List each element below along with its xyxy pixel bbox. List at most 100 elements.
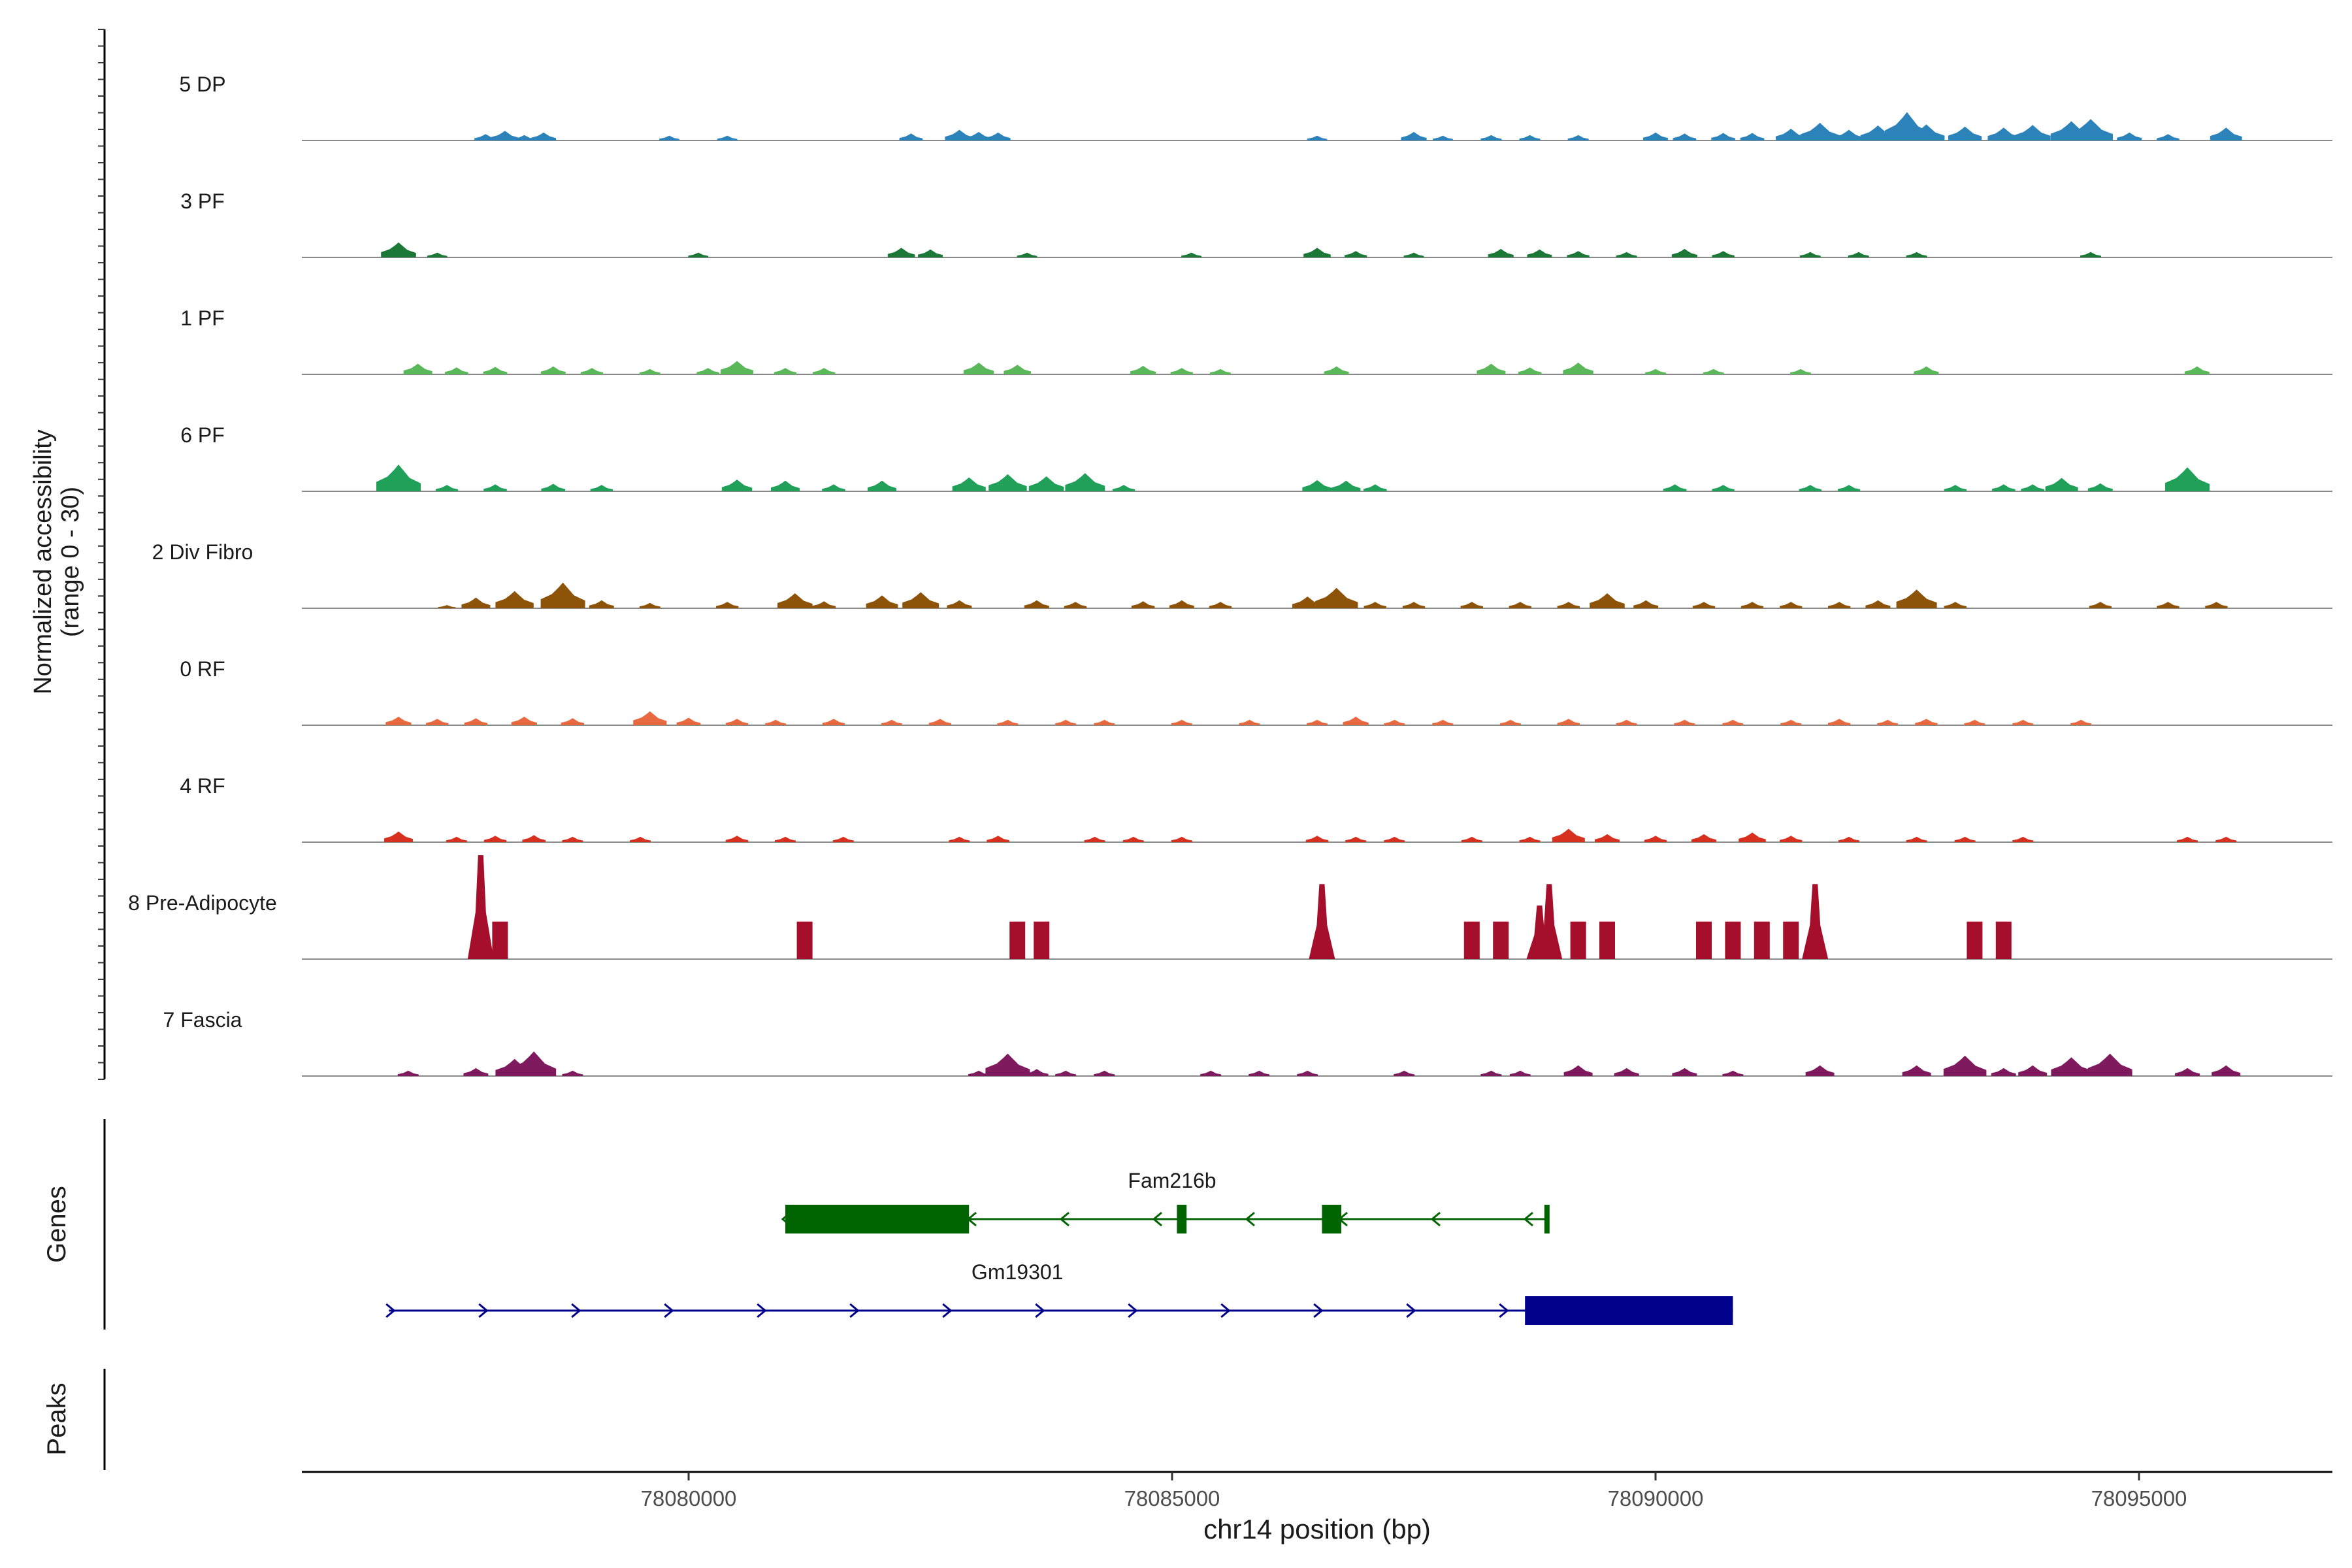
coverage-peak	[580, 368, 604, 374]
x-tick-label: 78095000	[2091, 1486, 2187, 1511]
coverage-peak	[1992, 484, 2016, 491]
coverage-peak	[1307, 719, 1328, 725]
coverage-peak	[1696, 921, 1712, 959]
coverage-peak	[541, 483, 566, 491]
coverage-peak	[1552, 828, 1585, 842]
axes-layer: Normalized accessibility (range 0 - 30) …	[29, 29, 2332, 1544]
strand-arrow	[1406, 1303, 1416, 1318]
coverage-peak	[1432, 719, 1454, 725]
coverage-peak	[1112, 485, 1135, 491]
coverage-peak	[1616, 719, 1637, 725]
track-label: 0 RF	[180, 657, 225, 681]
track-7-fascia: 7 Fascia	[163, 1008, 2332, 1077]
coverage-peak	[381, 242, 416, 257]
coverage-peak	[1401, 131, 1427, 140]
gene-exon	[1525, 1296, 1733, 1325]
gene-label: Gm19301	[972, 1260, 1064, 1284]
coverage-peak	[427, 252, 448, 257]
coverage-peak	[2012, 836, 2034, 842]
coverage-peak	[514, 135, 535, 140]
coverage-peak	[721, 361, 753, 374]
coverage-peak	[1055, 1070, 1077, 1076]
coverage-peak	[1828, 719, 1851, 725]
coverage-peak	[774, 368, 797, 374]
coverage-peak	[822, 719, 845, 725]
coverage-peak	[385, 716, 412, 725]
coverage-peak	[1170, 368, 1193, 374]
coverage-peak	[1025, 1069, 1049, 1076]
coverage-peak	[725, 836, 749, 842]
coverage-peak	[1914, 366, 1939, 374]
coverage-peak	[1130, 365, 1156, 374]
coverage-peak	[483, 367, 508, 374]
coverage-peak	[1169, 600, 1194, 608]
strand-arrow	[1523, 1211, 1533, 1227]
coverage-peak	[1210, 368, 1231, 374]
coverage-peak	[968, 1070, 989, 1076]
coverage-peak	[2045, 478, 2078, 491]
strand-arrow	[849, 1303, 860, 1318]
track-label: 7 Fascia	[163, 1008, 242, 1032]
coverage-peak	[461, 597, 491, 608]
coverage-peak	[1315, 587, 1358, 608]
coverage-peak	[2014, 125, 2051, 140]
coverage-peak	[512, 1051, 557, 1076]
coverage-peak	[2087, 483, 2113, 491]
coverage-peak	[1837, 485, 1861, 491]
coverage-peak	[1493, 921, 1509, 959]
track-3-pf: 3 PF	[180, 189, 2332, 258]
coverage-peak	[2210, 127, 2242, 140]
coverage-peak	[1307, 135, 1328, 140]
coverage-peak	[868, 480, 896, 491]
gene-exon	[1322, 1205, 1341, 1233]
coverage-peak	[899, 133, 923, 140]
coverage-peak	[1739, 832, 1766, 842]
coverage-peak	[491, 131, 519, 140]
coverage-peak	[963, 363, 994, 374]
coverage-peak	[1725, 921, 1741, 959]
genes-panel-label: Genes	[42, 1186, 71, 1263]
coverage-peak	[1590, 593, 1625, 608]
coverage-peak	[1614, 1068, 1639, 1076]
coverage-peak	[426, 719, 449, 725]
strand-arrow	[1152, 1211, 1162, 1227]
strand-arrow	[1059, 1211, 1070, 1227]
coverage-peak	[2087, 1053, 2132, 1076]
track-label: 2 Div Fibro	[152, 540, 253, 564]
coverage-peak	[949, 836, 970, 842]
coverage-peak	[2157, 602, 2180, 608]
coverage-peak	[1671, 248, 1697, 257]
coverage-peak	[1171, 836, 1192, 842]
coverage-peak	[1908, 124, 1945, 140]
coverage-peak	[403, 363, 433, 374]
coverage-peak	[947, 600, 972, 608]
strand-arrow	[1245, 1211, 1255, 1227]
coverage-peak	[1828, 602, 1851, 608]
coverage-peak	[639, 602, 661, 608]
coverage-peak	[463, 1068, 489, 1076]
strand-arrow	[1128, 1303, 1138, 1318]
coverage-peak	[1722, 1070, 1744, 1076]
coverage-peak	[659, 135, 679, 140]
coverage-peak	[397, 1070, 419, 1076]
coverage-peak	[1509, 1070, 1531, 1076]
coverage-peak	[2070, 719, 2092, 725]
coverage-peak	[1297, 1070, 1318, 1076]
coverage-peak	[1518, 367, 1542, 374]
coverage-peak	[988, 474, 1027, 491]
track-label: 4 RF	[180, 774, 225, 798]
y-axis-title-line1: Normalized accessibility	[29, 429, 57, 694]
strand-arrow	[1313, 1303, 1324, 1318]
coverage-peak	[1433, 135, 1453, 140]
coverage-peak	[1500, 719, 1521, 725]
coverage-peak	[540, 366, 566, 374]
genes-layer: Fam216b Gm19301	[385, 1169, 1733, 1325]
coverage-peak	[1599, 921, 1615, 959]
coverage-peak	[822, 484, 845, 491]
coverage-peak	[1964, 719, 1985, 725]
coverage-peak	[1527, 249, 1552, 257]
track-2-div-fibro: 2 Div Fibro	[152, 540, 2332, 609]
strand-arrow	[478, 1303, 489, 1318]
coverage-peak	[1171, 719, 1192, 725]
coverage-peak	[1460, 602, 1483, 608]
